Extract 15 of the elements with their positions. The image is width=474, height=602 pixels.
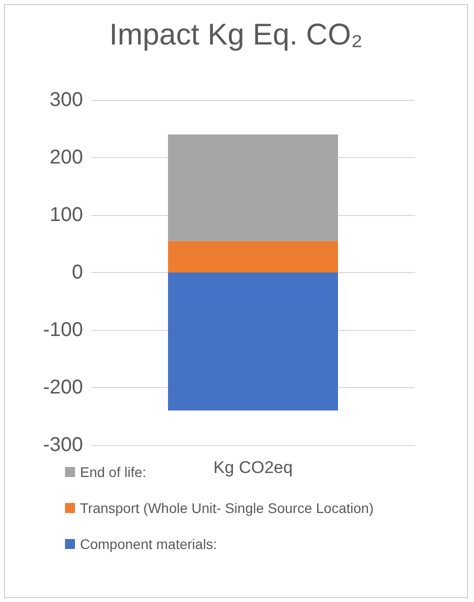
y-tick-label: 0 (72, 262, 83, 284)
bar (168, 240, 338, 272)
legend-label: Component materials: (80, 536, 217, 552)
y-tick-label: 100 (50, 204, 83, 226)
y-tick-label: 300 (50, 89, 83, 111)
x-tick-label: Kg CO2eq (213, 458, 293, 477)
legend-label: Transport (Whole Unit- Single Source Location) (80, 500, 374, 516)
y-tick-label: -100 (42, 319, 83, 341)
legend-label: End of life: (80, 464, 146, 480)
bar (168, 134, 338, 241)
y-tick-label: -300 (42, 434, 83, 456)
y-tick-label: 200 (50, 146, 83, 168)
chart-title: Impact Kg Eq. CO₂ (109, 18, 363, 52)
y-tick-label: -200 (42, 376, 83, 398)
bar (168, 272, 338, 410)
